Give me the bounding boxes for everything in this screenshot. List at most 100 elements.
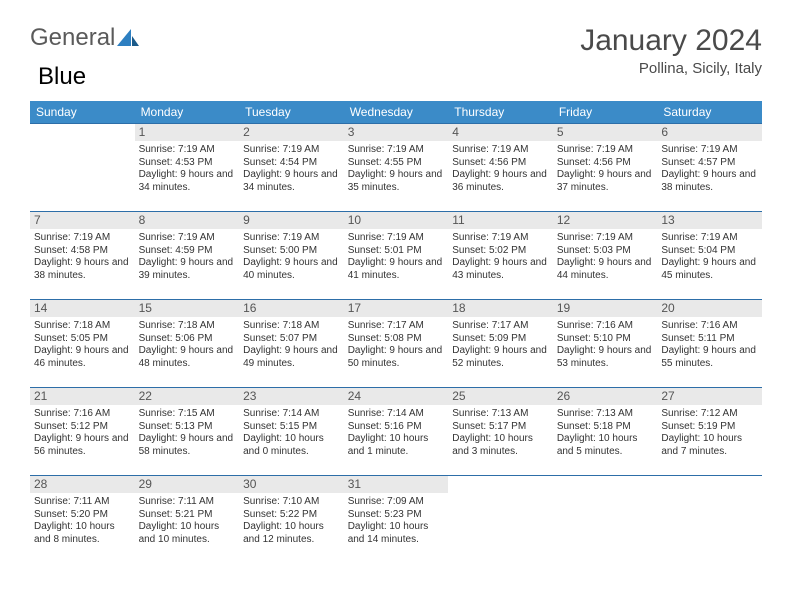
daylight-text: Daylight: 9 hours and 52 minutes.: [452, 345, 549, 370]
day-number: 24: [344, 388, 449, 405]
daylight-text: Daylight: 9 hours and 39 minutes.: [139, 257, 236, 282]
month-title: January 2024: [580, 24, 762, 58]
calendar-cell: 30Sunrise: 7:10 AMSunset: 5:22 PMDayligh…: [239, 476, 344, 564]
calendar-cell: 23Sunrise: 7:14 AMSunset: 5:15 PMDayligh…: [239, 388, 344, 476]
sunset-text: Sunset: 5:09 PM: [452, 333, 549, 346]
day-number: 5: [553, 124, 658, 141]
sunrise-text: Sunrise: 7:16 AM: [557, 320, 654, 333]
day-number: 17: [344, 300, 449, 317]
sunrise-text: Sunrise: 7:14 AM: [243, 408, 340, 421]
calendar-cell: 22Sunrise: 7:15 AMSunset: 5:13 PMDayligh…: [135, 388, 240, 476]
daylight-text: Daylight: 9 hours and 41 minutes.: [348, 257, 445, 282]
sunrise-text: Sunrise: 7:15 AM: [139, 408, 236, 421]
calendar-cell: [30, 124, 135, 212]
daylight-text: Daylight: 10 hours and 14 minutes.: [348, 521, 445, 546]
calendar-cell: 13Sunrise: 7:19 AMSunset: 5:04 PMDayligh…: [657, 212, 762, 300]
day-number: 30: [239, 476, 344, 493]
daylight-text: Daylight: 9 hours and 45 minutes.: [661, 257, 758, 282]
sunrise-text: Sunrise: 7:17 AM: [452, 320, 549, 333]
sunset-text: Sunset: 5:19 PM: [661, 421, 758, 434]
sunset-text: Sunset: 4:58 PM: [34, 245, 131, 258]
sunrise-text: Sunrise: 7:19 AM: [557, 144, 654, 157]
day-number: 12: [553, 212, 658, 229]
calendar-table: Sunday Monday Tuesday Wednesday Thursday…: [30, 101, 762, 563]
daylight-text: Daylight: 10 hours and 8 minutes.: [34, 521, 131, 546]
day-number: 22: [135, 388, 240, 405]
sunrise-text: Sunrise: 7:10 AM: [243, 496, 340, 509]
day-number: 19: [553, 300, 658, 317]
calendar-cell: 3Sunrise: 7:19 AMSunset: 4:55 PMDaylight…: [344, 124, 449, 212]
sunrise-text: Sunrise: 7:13 AM: [557, 408, 654, 421]
sunset-text: Sunset: 5:23 PM: [348, 509, 445, 522]
weekday-header: Saturday: [657, 101, 762, 124]
sunset-text: Sunset: 5:10 PM: [557, 333, 654, 346]
day-number: 14: [30, 300, 135, 317]
sunrise-text: Sunrise: 7:14 AM: [348, 408, 445, 421]
daylight-text: Daylight: 10 hours and 5 minutes.: [557, 433, 654, 458]
daylight-text: Daylight: 9 hours and 58 minutes.: [139, 433, 236, 458]
calendar-cell: 20Sunrise: 7:16 AMSunset: 5:11 PMDayligh…: [657, 300, 762, 388]
brand-logo: General: [30, 24, 139, 52]
sunset-text: Sunset: 4:57 PM: [661, 157, 758, 170]
sunrise-text: Sunrise: 7:19 AM: [661, 144, 758, 157]
sunrise-text: Sunrise: 7:19 AM: [452, 144, 549, 157]
calendar-cell: 4Sunrise: 7:19 AMSunset: 4:56 PMDaylight…: [448, 124, 553, 212]
calendar-cell: 29Sunrise: 7:11 AMSunset: 5:21 PMDayligh…: [135, 476, 240, 564]
sail-icon: [117, 29, 139, 47]
daylight-text: Daylight: 9 hours and 40 minutes.: [243, 257, 340, 282]
calendar-cell: 24Sunrise: 7:14 AMSunset: 5:16 PMDayligh…: [344, 388, 449, 476]
calendar-week-row: 1Sunrise: 7:19 AMSunset: 4:53 PMDaylight…: [30, 124, 762, 212]
day-number: 29: [135, 476, 240, 493]
sunrise-text: Sunrise: 7:19 AM: [348, 232, 445, 245]
daylight-text: Daylight: 9 hours and 44 minutes.: [557, 257, 654, 282]
weekday-header-row: Sunday Monday Tuesday Wednesday Thursday…: [30, 101, 762, 124]
sunset-text: Sunset: 5:22 PM: [243, 509, 340, 522]
sunset-text: Sunset: 5:01 PM: [348, 245, 445, 258]
day-number: 25: [448, 388, 553, 405]
calendar-cell: 8Sunrise: 7:19 AMSunset: 4:59 PMDaylight…: [135, 212, 240, 300]
daylight-text: Daylight: 9 hours and 56 minutes.: [34, 433, 131, 458]
daylight-text: Daylight: 9 hours and 46 minutes.: [34, 345, 131, 370]
sunset-text: Sunset: 4:56 PM: [557, 157, 654, 170]
sunset-text: Sunset: 4:54 PM: [243, 157, 340, 170]
calendar-cell: 14Sunrise: 7:18 AMSunset: 5:05 PMDayligh…: [30, 300, 135, 388]
sunset-text: Sunset: 5:05 PM: [34, 333, 131, 346]
day-number: 16: [239, 300, 344, 317]
sunrise-text: Sunrise: 7:19 AM: [348, 144, 445, 157]
daylight-text: Daylight: 9 hours and 34 minutes.: [139, 169, 236, 194]
daylight-text: Daylight: 9 hours and 34 minutes.: [243, 169, 340, 194]
daylight-text: Daylight: 10 hours and 1 minute.: [348, 433, 445, 458]
calendar-cell: 1Sunrise: 7:19 AMSunset: 4:53 PMDaylight…: [135, 124, 240, 212]
calendar-cell: 7Sunrise: 7:19 AMSunset: 4:58 PMDaylight…: [30, 212, 135, 300]
sunrise-text: Sunrise: 7:19 AM: [452, 232, 549, 245]
sunrise-text: Sunrise: 7:11 AM: [139, 496, 236, 509]
calendar-cell: [657, 476, 762, 564]
weekday-header: Sunday: [30, 101, 135, 124]
sunrise-text: Sunrise: 7:18 AM: [243, 320, 340, 333]
calendar-cell: 27Sunrise: 7:12 AMSunset: 5:19 PMDayligh…: [657, 388, 762, 476]
calendar-cell: 11Sunrise: 7:19 AMSunset: 5:02 PMDayligh…: [448, 212, 553, 300]
calendar-cell: [448, 476, 553, 564]
day-number: 15: [135, 300, 240, 317]
day-number: 27: [657, 388, 762, 405]
sunset-text: Sunset: 5:17 PM: [452, 421, 549, 434]
sunset-text: Sunset: 5:02 PM: [452, 245, 549, 258]
day-number: 11: [448, 212, 553, 229]
calendar-week-row: 7Sunrise: 7:19 AMSunset: 4:58 PMDaylight…: [30, 212, 762, 300]
sunset-text: Sunset: 5:12 PM: [34, 421, 131, 434]
sunrise-text: Sunrise: 7:18 AM: [139, 320, 236, 333]
sunrise-text: Sunrise: 7:19 AM: [243, 144, 340, 157]
calendar-cell: 12Sunrise: 7:19 AMSunset: 5:03 PMDayligh…: [553, 212, 658, 300]
sunset-text: Sunset: 5:06 PM: [139, 333, 236, 346]
calendar-cell: 17Sunrise: 7:17 AMSunset: 5:08 PMDayligh…: [344, 300, 449, 388]
sunset-text: Sunset: 5:00 PM: [243, 245, 340, 258]
calendar-cell: 25Sunrise: 7:13 AMSunset: 5:17 PMDayligh…: [448, 388, 553, 476]
day-number: 8: [135, 212, 240, 229]
weekday-header: Tuesday: [239, 101, 344, 124]
day-number: 10: [344, 212, 449, 229]
calendar-cell: 9Sunrise: 7:19 AMSunset: 5:00 PMDaylight…: [239, 212, 344, 300]
sunrise-text: Sunrise: 7:11 AM: [34, 496, 131, 509]
sunset-text: Sunset: 5:20 PM: [34, 509, 131, 522]
sunrise-text: Sunrise: 7:17 AM: [348, 320, 445, 333]
day-number: 28: [30, 476, 135, 493]
